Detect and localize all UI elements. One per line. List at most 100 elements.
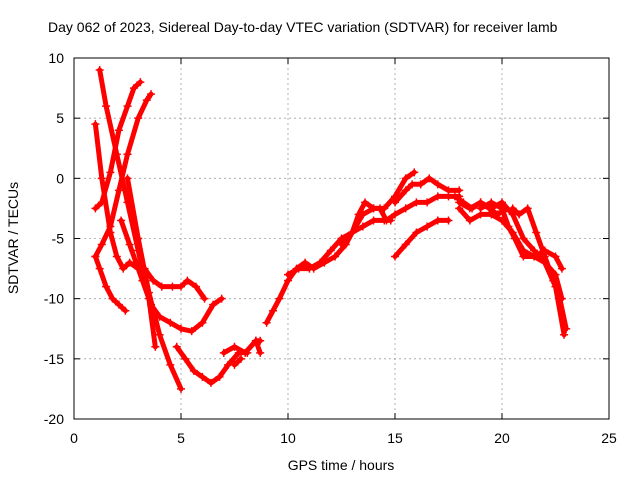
data-point	[391, 252, 399, 261]
data-point	[502, 204, 511, 213]
data-point	[136, 78, 145, 87]
data-point	[129, 84, 138, 93]
data-point	[200, 294, 209, 303]
data-point	[487, 198, 496, 207]
data-point	[444, 186, 453, 195]
data-point	[140, 264, 149, 273]
data-point	[401, 240, 410, 249]
data-point	[326, 246, 335, 255]
data-point	[106, 168, 115, 177]
x-tick-label: 5	[177, 430, 185, 446]
y-axis-label: SDTVAR / TECUs	[5, 182, 21, 294]
data-point	[209, 300, 218, 309]
data-point	[275, 294, 284, 303]
data-point	[294, 264, 303, 273]
data-point	[147, 90, 156, 99]
data-point	[91, 252, 100, 261]
data-point	[177, 324, 185, 333]
data-point	[183, 276, 192, 285]
data-point	[416, 180, 425, 189]
series-arc-14	[285, 217, 394, 278]
data-point	[125, 258, 134, 267]
data-point	[134, 114, 143, 123]
data-point	[125, 240, 134, 249]
data-point	[187, 327, 196, 336]
data-point	[425, 174, 434, 183]
data-point	[123, 102, 132, 111]
data-point	[316, 258, 325, 267]
data-point	[189, 366, 198, 375]
data-point	[408, 180, 417, 189]
data-point	[97, 198, 106, 207]
data-point	[134, 234, 143, 243]
series-arc-5	[92, 91, 154, 259]
data-point	[444, 216, 453, 225]
data-point	[557, 264, 566, 273]
data-point	[523, 204, 532, 213]
data-point	[401, 186, 410, 195]
data-point	[433, 216, 442, 225]
y-tick-label: 10	[48, 50, 64, 66]
data-point	[123, 174, 132, 183]
data-point	[358, 222, 367, 231]
x-tick-label: 25	[601, 430, 617, 446]
data-point	[433, 192, 442, 201]
data-point	[181, 354, 190, 363]
y-tick-label: 5	[56, 110, 64, 126]
data-point	[369, 216, 378, 225]
data-point	[215, 372, 224, 381]
data-point	[515, 210, 524, 219]
data-point	[91, 204, 100, 213]
data-point	[468, 204, 477, 213]
data-point	[433, 180, 442, 189]
data-point	[172, 342, 181, 351]
data-point	[151, 342, 160, 351]
data-point	[549, 276, 558, 285]
data-point	[114, 300, 123, 309]
x-tick-label: 0	[70, 430, 78, 446]
data-point	[348, 228, 357, 237]
data-point	[102, 102, 111, 111]
data-point	[455, 186, 464, 195]
data-point	[112, 252, 121, 261]
data-point	[138, 276, 147, 285]
data-point	[555, 294, 564, 303]
chart-title: Day 062 of 2023, Sidereal Day-to-day VTE…	[48, 19, 558, 35]
data-point	[412, 198, 421, 207]
data-point	[358, 210, 367, 219]
data-point	[217, 294, 226, 303]
y-tick-label: -5	[52, 231, 65, 247]
data-point	[155, 312, 164, 321]
data-point	[97, 174, 106, 183]
data-point	[450, 192, 459, 201]
data-point	[301, 258, 310, 267]
series-arc-8	[142, 266, 207, 302]
x-tick-label: 15	[387, 430, 403, 446]
series-arc-13	[264, 169, 417, 326]
data-point	[391, 198, 399, 207]
data-point	[177, 282, 185, 291]
data-point	[106, 222, 115, 231]
data-point	[91, 120, 100, 129]
series-arc-16	[392, 175, 462, 205]
data-point	[119, 264, 128, 273]
data-point	[560, 330, 569, 339]
data-point	[230, 342, 239, 351]
data-point	[166, 318, 175, 327]
data-point	[551, 252, 560, 261]
data-point	[168, 282, 177, 291]
data-point	[102, 282, 111, 291]
data-point	[532, 228, 541, 237]
data-point	[95, 66, 104, 75]
data-point	[97, 240, 106, 249]
data-point	[382, 216, 391, 225]
data-point	[423, 222, 432, 231]
data-point	[519, 252, 528, 261]
data-point	[337, 240, 346, 249]
series-layer	[91, 66, 571, 393]
data-point	[423, 198, 432, 207]
data-point	[269, 306, 278, 315]
y-tick-label: 0	[56, 170, 64, 186]
data-point	[191, 282, 200, 291]
